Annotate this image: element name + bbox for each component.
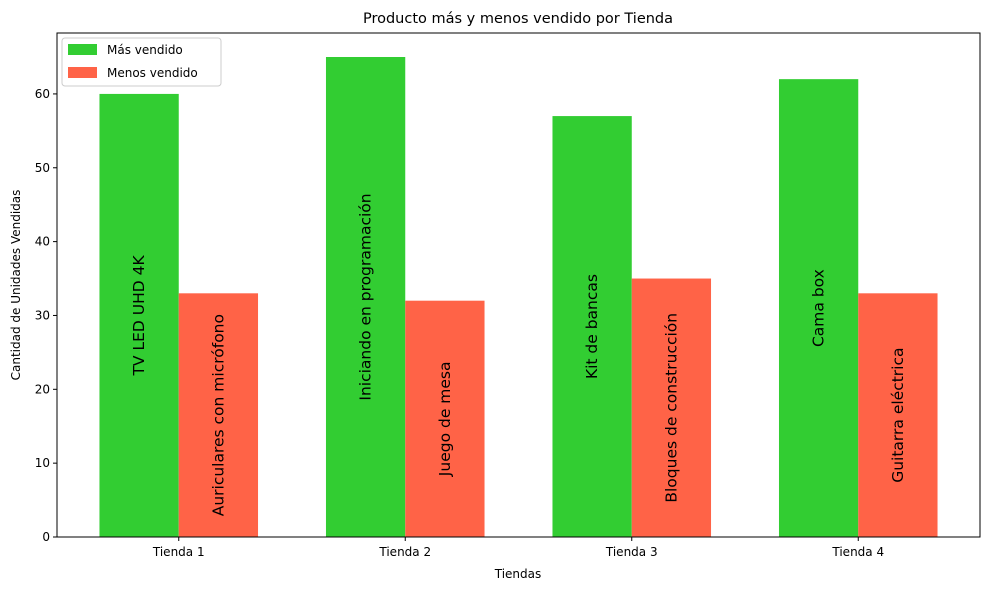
y-tick-label-40: 40 (35, 235, 50, 249)
bar-label-mas-vendido-1: TV LED UHD 4K (130, 255, 148, 377)
bar-label-mas-vendido-3: Kit de bancas (583, 274, 601, 379)
x-tick-label-3: Tienda 3 (605, 545, 658, 559)
legend: Más vendido Menos vendido (61, 37, 222, 87)
y-tick-label-0: 0 (42, 530, 50, 544)
bar-label-menos-vendido-4: Guitarra eléctrica (889, 348, 907, 483)
bar-labels-group: TV LED UHD 4K Iniciando en programación Ki… (130, 193, 907, 516)
bar-label-menos-vendido-3: Bloques de construcción (662, 313, 680, 503)
bar-menos-vendido-4 (858, 293, 938, 537)
x-axis-label: Tiendas (494, 567, 542, 581)
y-tick-label-50: 50 (35, 161, 50, 175)
bar-label-menos-vendido-2: Juego de mesa (436, 361, 454, 477)
bar-mas-vendido-2 (325, 57, 406, 537)
y-tick-label-10: 10 (35, 456, 50, 470)
x-axis: Tienda 1 Tienda 2 Tienda 3 Tienda 4 (152, 537, 884, 559)
chart-title: Producto más y menos vendido por Tienda (363, 11, 673, 27)
bar-label-mas-vendido-4: Cama box (810, 269, 828, 347)
plot-frame (56, 32, 981, 538)
bar-label-menos-vendido-1: Auriculares con micrófono (209, 314, 227, 516)
bar-menos-vendido-1 (178, 293, 259, 537)
y-tick-label-30: 30 (35, 308, 50, 322)
y-tick-label-60: 60 (35, 87, 50, 101)
y-tick-label-20: 20 (35, 382, 50, 396)
bar-mas-vendido-3 (552, 116, 632, 537)
bar-label-mas-vendido-2: Iniciando en programación (357, 193, 375, 400)
legend-label-mas-vendido: Más vendido (107, 43, 183, 57)
bar-mas-vendido-4 (778, 79, 859, 538)
x-tick-label-2: Tienda 2 (378, 545, 431, 559)
bars-group (99, 57, 938, 538)
legend-swatch-menos-vendido (68, 67, 97, 78)
legend-swatch-mas-vendido (68, 44, 97, 55)
bar-menos-vendido-3 (631, 278, 712, 537)
bar-menos-vendido-2 (405, 300, 485, 537)
x-tick-label-1: Tienda 1 (152, 545, 205, 559)
legend-box (61, 37, 222, 87)
x-tick-label-4: Tienda 4 (831, 545, 884, 559)
y-axis: 0 10 20 30 40 50 60 (35, 87, 57, 544)
legend-label-menos-vendido: Menos vendido (107, 66, 198, 80)
y-axis-label: Cantidad de Unidades Vendidas (9, 190, 23, 381)
bar-mas-vendido-1 (99, 93, 179, 538)
